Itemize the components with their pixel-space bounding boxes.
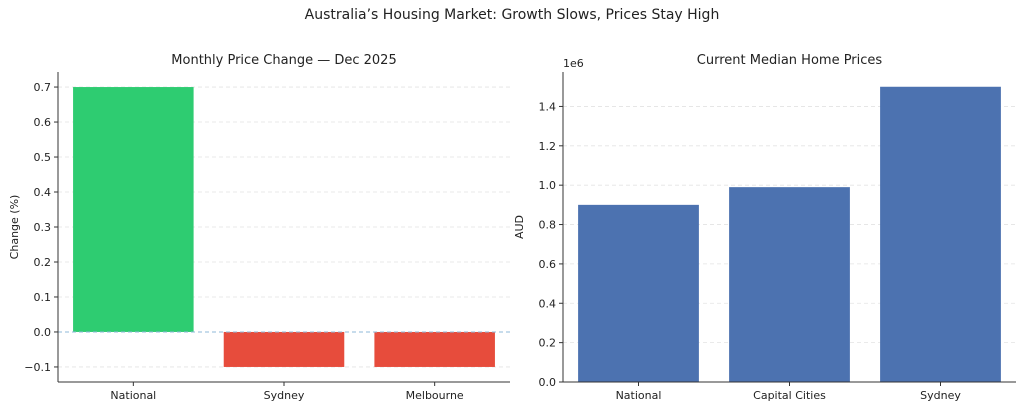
y-tick-label: 1.0 xyxy=(539,179,557,192)
chart-title: Current Median Home Prices xyxy=(697,53,883,68)
bar-melbourne xyxy=(374,331,495,367)
bar-sydney xyxy=(880,86,1001,382)
bar-national xyxy=(73,87,194,332)
y-tick-label: 0.8 xyxy=(539,219,557,232)
y-tick-label: 0.3 xyxy=(34,221,52,234)
x-tick-label: Sydney xyxy=(264,389,305,402)
x-tick-label: Sydney xyxy=(920,389,961,402)
axis-offset-label: 1e6 xyxy=(563,57,584,70)
y-tick-label: 0.6 xyxy=(539,258,557,271)
bar-sydney xyxy=(223,331,345,367)
y-tick-label: 0.5 xyxy=(34,151,52,164)
bar-capital-cities xyxy=(729,187,850,382)
figure-title: Australia’s Housing Market: Growth Slows… xyxy=(305,7,720,23)
bar-national xyxy=(578,204,699,382)
chart-title: Monthly Price Change — Dec 2025 xyxy=(171,53,396,68)
y-tick-label: 0.2 xyxy=(539,337,557,350)
x-tick-label: National xyxy=(110,389,156,402)
y-tick-label: 0.7 xyxy=(34,81,52,94)
y-tick-label: −0.1 xyxy=(24,361,51,374)
y-tick-label: 0.1 xyxy=(34,291,52,304)
x-tick-label: Melbourne xyxy=(406,389,464,402)
y-tick-label: 0.4 xyxy=(539,297,557,310)
y-tick-label: 0.0 xyxy=(539,376,557,389)
y-tick-label: 0.6 xyxy=(34,116,52,129)
y-tick-label: 1.2 xyxy=(539,140,557,153)
y-tick-label: 0.0 xyxy=(34,326,52,339)
y-tick-label: 0.4 xyxy=(34,186,52,199)
y-axis-label: Change (%) xyxy=(8,195,21,260)
y-tick-label: 1.4 xyxy=(539,100,557,113)
x-tick-label: National xyxy=(616,389,662,402)
y-axis-label: AUD xyxy=(513,215,526,239)
y-tick-label: 0.2 xyxy=(34,256,52,269)
x-tick-label: Capital Cities xyxy=(753,389,826,402)
